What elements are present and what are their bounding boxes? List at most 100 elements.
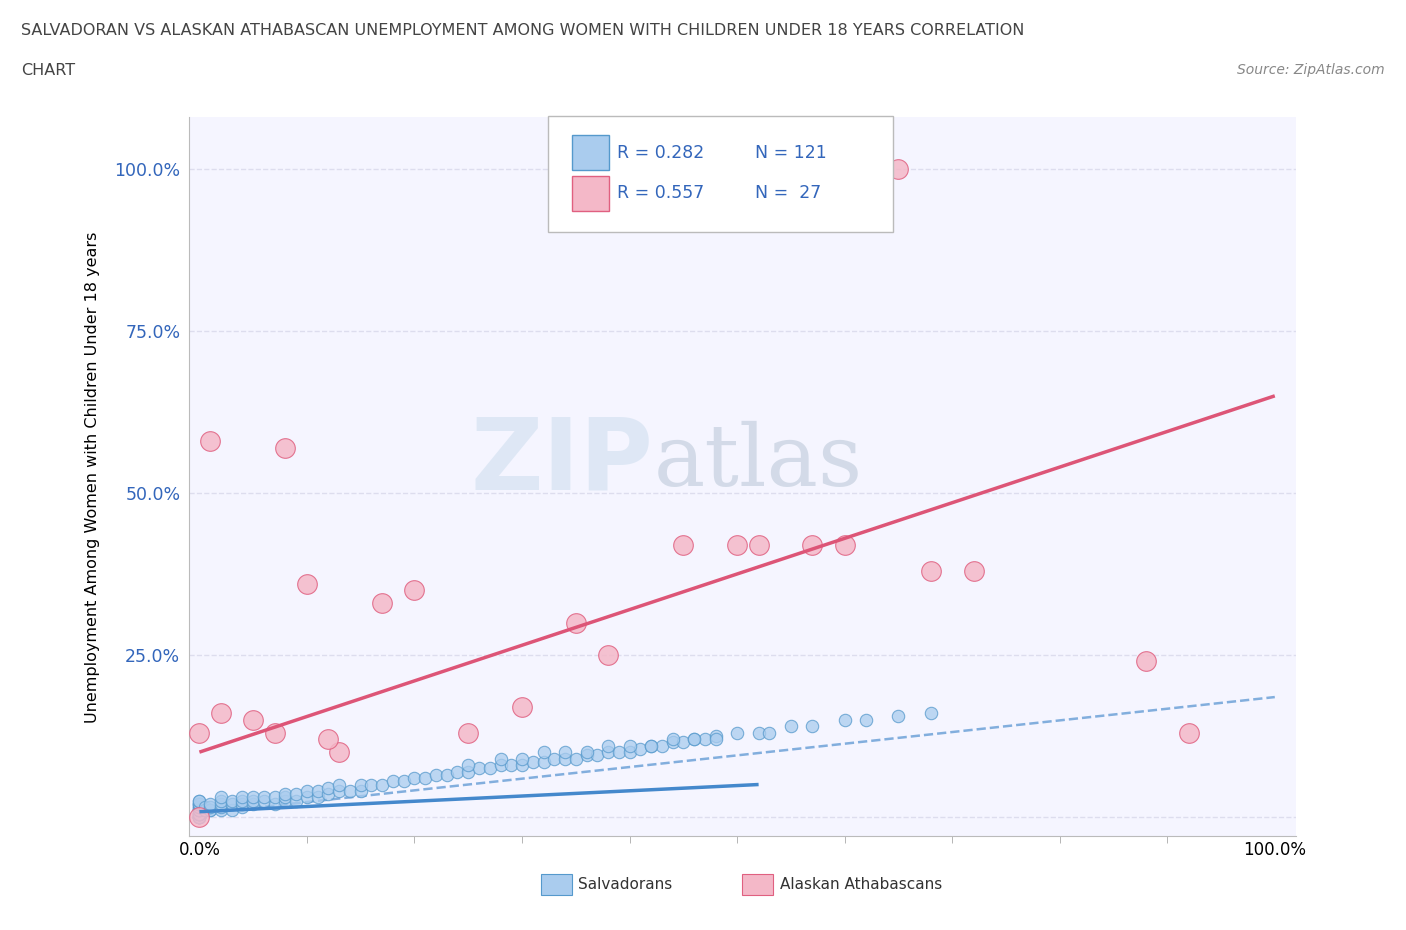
Text: R = 0.557: R = 0.557 bbox=[617, 184, 704, 203]
Point bbox=[565, 751, 588, 766]
Point bbox=[392, 774, 415, 789]
Point bbox=[704, 732, 727, 747]
Point bbox=[801, 538, 824, 552]
Point bbox=[1177, 725, 1199, 740]
Point bbox=[188, 809, 211, 824]
Text: R = 0.282: R = 0.282 bbox=[617, 143, 704, 162]
Point bbox=[661, 735, 683, 750]
Point bbox=[350, 777, 373, 792]
Point bbox=[274, 793, 297, 808]
Point bbox=[683, 732, 706, 747]
Point bbox=[628, 741, 651, 756]
Point bbox=[404, 583, 426, 598]
Point bbox=[198, 803, 221, 817]
Point bbox=[188, 809, 211, 824]
Point bbox=[371, 777, 394, 792]
Point bbox=[274, 787, 297, 802]
Point bbox=[596, 745, 619, 760]
Point bbox=[231, 793, 253, 808]
Point bbox=[188, 803, 211, 817]
Point bbox=[834, 712, 856, 727]
Point bbox=[1135, 654, 1157, 669]
Point bbox=[307, 790, 329, 804]
Point bbox=[188, 806, 211, 821]
Point bbox=[381, 774, 404, 789]
Point bbox=[188, 806, 211, 821]
Point bbox=[188, 803, 211, 817]
Text: SALVADORAN VS ALASKAN ATHABASCAN UNEMPLOYMENT AMONG WOMEN WITH CHILDREN UNDER 18: SALVADORAN VS ALASKAN ATHABASCAN UNEMPLO… bbox=[21, 23, 1025, 38]
Text: atlas: atlas bbox=[654, 421, 863, 504]
Point bbox=[188, 809, 211, 824]
Point bbox=[478, 761, 501, 776]
Point bbox=[188, 793, 211, 808]
Point bbox=[510, 699, 533, 714]
Point bbox=[661, 732, 683, 747]
Point bbox=[855, 162, 877, 177]
Point bbox=[533, 754, 555, 769]
Point bbox=[198, 803, 221, 817]
Point bbox=[274, 440, 297, 455]
Point bbox=[457, 725, 479, 740]
Point bbox=[188, 809, 211, 824]
Point bbox=[565, 615, 588, 630]
Point bbox=[285, 793, 308, 808]
Point bbox=[596, 738, 619, 753]
Point bbox=[209, 706, 232, 721]
Point bbox=[779, 719, 801, 734]
Point bbox=[640, 738, 662, 753]
Point bbox=[318, 780, 340, 795]
Point bbox=[640, 738, 662, 753]
Point bbox=[371, 596, 394, 611]
Point bbox=[198, 796, 221, 811]
Point bbox=[596, 647, 619, 662]
Point bbox=[198, 433, 221, 448]
Point bbox=[263, 790, 285, 804]
Point bbox=[295, 790, 318, 804]
Point bbox=[350, 784, 373, 799]
Point bbox=[188, 809, 211, 824]
Point bbox=[198, 800, 221, 815]
Point bbox=[683, 732, 706, 747]
Point bbox=[457, 758, 479, 773]
Point bbox=[619, 738, 641, 753]
Text: Alaskan Athabascans: Alaskan Athabascans bbox=[780, 877, 942, 892]
Point bbox=[263, 796, 285, 811]
Point bbox=[586, 748, 609, 763]
Point bbox=[725, 538, 748, 552]
Point bbox=[231, 790, 253, 804]
Point bbox=[758, 725, 780, 740]
Text: ZIP: ZIP bbox=[471, 414, 654, 511]
Point bbox=[188, 809, 211, 824]
Point bbox=[188, 796, 211, 811]
Point bbox=[263, 725, 285, 740]
Point bbox=[188, 796, 211, 811]
Point bbox=[801, 719, 824, 734]
Point bbox=[242, 790, 264, 804]
Point bbox=[748, 538, 770, 552]
Point bbox=[413, 771, 436, 786]
Point bbox=[446, 764, 468, 779]
Point bbox=[274, 790, 297, 804]
Point bbox=[619, 745, 641, 760]
Point bbox=[188, 806, 211, 821]
Text: Source: ZipAtlas.com: Source: ZipAtlas.com bbox=[1237, 63, 1385, 77]
Point bbox=[188, 809, 211, 824]
Text: CHART: CHART bbox=[21, 63, 75, 78]
Point bbox=[188, 793, 211, 808]
Point bbox=[188, 800, 211, 815]
Point bbox=[855, 712, 877, 727]
Point bbox=[607, 745, 630, 760]
Point bbox=[510, 751, 533, 766]
Point bbox=[188, 796, 211, 811]
Point bbox=[209, 800, 232, 815]
Point bbox=[328, 777, 350, 792]
Point bbox=[704, 728, 727, 743]
Point bbox=[360, 777, 382, 792]
Point bbox=[543, 751, 565, 766]
Point bbox=[575, 745, 598, 760]
Point bbox=[693, 732, 716, 747]
Point bbox=[887, 162, 910, 177]
Point bbox=[510, 758, 533, 773]
Point bbox=[575, 748, 598, 763]
Point bbox=[242, 793, 264, 808]
